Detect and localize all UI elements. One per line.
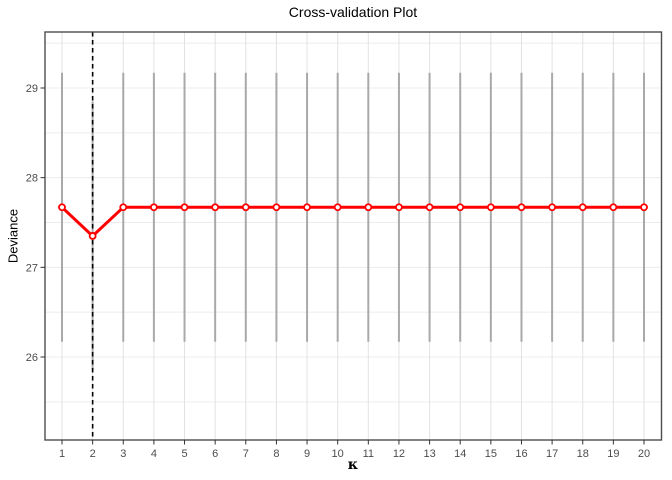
- data-point: [364, 203, 373, 212]
- x-tick-label: 7: [243, 448, 249, 460]
- cv-deviance-line: [60, 205, 644, 238]
- x-tick-label: 16: [515, 448, 527, 460]
- x-tick-label: 15: [485, 448, 497, 460]
- x-tick-label: 6: [212, 448, 218, 460]
- data-point: [609, 203, 618, 212]
- x-tick-label: 11: [363, 448, 374, 460]
- data-point: [180, 203, 189, 212]
- data-point: [211, 203, 220, 212]
- data-point: [517, 203, 526, 212]
- data-point: [486, 203, 495, 212]
- data-point: [333, 203, 342, 212]
- x-tick-label: 3: [120, 448, 126, 460]
- panel-border: [44, 31, 663, 441]
- data-point: [303, 203, 311, 212]
- x-tick-label: 13: [423, 448, 435, 460]
- x-tick-label: 1: [59, 448, 65, 460]
- data-point: [640, 203, 648, 212]
- x-tick-label: 18: [577, 448, 589, 460]
- data-point: [88, 232, 97, 240]
- data-point: [425, 203, 434, 212]
- chart-title: Cross-validation Plot: [288, 4, 418, 20]
- x-tick-label: 12: [393, 448, 405, 460]
- data-point: [58, 203, 66, 212]
- y-tick-label: 28: [26, 173, 38, 185]
- y-tick-label: 26: [26, 352, 38, 364]
- data-point: [395, 203, 403, 212]
- data-point: [149, 203, 158, 212]
- y-tick-label: 27: [26, 262, 38, 274]
- x-tick-label: 9: [304, 448, 310, 460]
- data-point: [578, 203, 587, 212]
- data-point: [241, 203, 250, 212]
- x-tick-label: 5: [181, 448, 187, 460]
- x-tick-label: 20: [638, 448, 650, 460]
- x-tick-label: 19: [607, 448, 619, 460]
- data-point: [456, 203, 465, 212]
- x-tick-label: 4: [151, 448, 157, 460]
- x-tick-label: 10: [332, 448, 344, 460]
- x-tick-label: 17: [546, 448, 558, 460]
- data-point: [548, 203, 557, 212]
- x-tick-label: 8: [273, 448, 279, 460]
- data-point: [272, 203, 281, 212]
- x-tick-label: 14: [454, 448, 466, 460]
- y-tick-label: 29: [26, 83, 38, 95]
- data-point: [119, 203, 128, 212]
- x-axis-title: κ: [347, 457, 359, 473]
- x-tick-label: 2: [90, 448, 96, 460]
